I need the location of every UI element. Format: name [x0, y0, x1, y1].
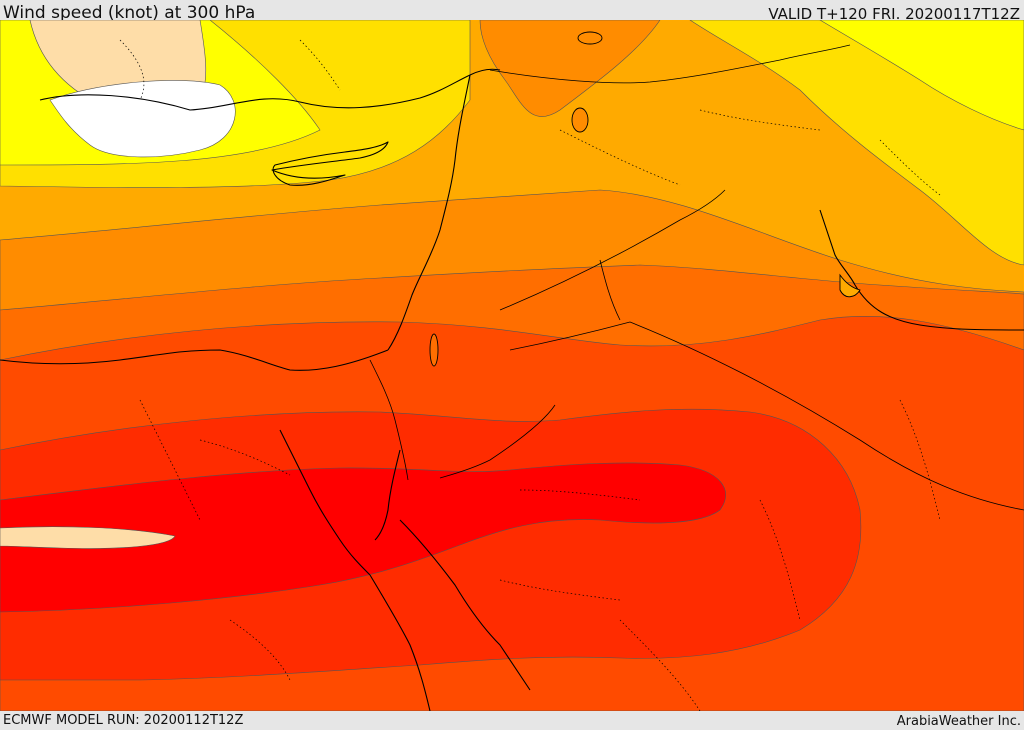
country-borders — [369, 44, 1024, 511]
band-peach-sw — [0, 526, 176, 549]
chart-header: Wind speed (knot) at 300 hPa VALID T+120… — [0, 0, 1024, 23]
lake-van — [577, 31, 603, 45]
band-red — [0, 462, 726, 613]
credit-label: ArabiaWeather Inc. — [896, 714, 1021, 729]
band-bright-yellow-ne — [819, 20, 1024, 131]
coastlines — [0, 68, 1024, 711]
model-run-label: ECMWF MODEL RUN: 20200112T12Z — [3, 713, 244, 728]
valid-time: VALID T+120 FRI. 20200117T12Z — [768, 5, 1020, 23]
map-title: Wind speed (knot) at 300 hPa — [3, 3, 256, 23]
province-borders — [119, 39, 941, 711]
wind-speed-map[interactable] — [0, 20, 1024, 711]
bahrain-qatar — [839, 273, 861, 298]
band-orange-north — [479, 20, 661, 117]
band-white-nw — [49, 80, 236, 158]
chart-footer: ECMWF MODEL RUN: 20200112T12Z ArabiaWeat… — [0, 711, 1024, 729]
dead-sea — [429, 333, 439, 367]
lake-urmia — [571, 107, 589, 133]
